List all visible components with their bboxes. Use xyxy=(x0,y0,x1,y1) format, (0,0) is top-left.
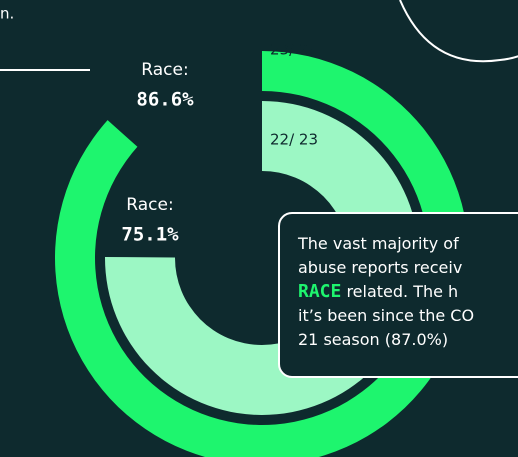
series-name: 22/ 23 xyxy=(270,131,318,149)
highlight: RACE xyxy=(298,281,342,302)
callout-line: 21 season (87.0%) xyxy=(298,330,449,349)
callout-text: related. The h xyxy=(341,282,459,301)
ring-label: Race: xyxy=(141,60,188,80)
value-label: 86.6% xyxy=(136,89,194,111)
callout-line: The vast majority of xyxy=(298,234,459,253)
callout: The vast majority of abuse reports recei… xyxy=(278,212,518,378)
callout-line: abuse reports receiv xyxy=(298,258,463,277)
callout-line: it’s been since the CO xyxy=(298,306,475,325)
series-name: 23/ 24 xyxy=(270,41,318,59)
ring-label: Race: xyxy=(126,195,173,215)
partial-text: n. xyxy=(0,5,14,23)
bubble-outline xyxy=(399,0,518,63)
value-label: 75.1% xyxy=(121,224,179,246)
callout-line: RACE related. The h xyxy=(298,280,518,304)
